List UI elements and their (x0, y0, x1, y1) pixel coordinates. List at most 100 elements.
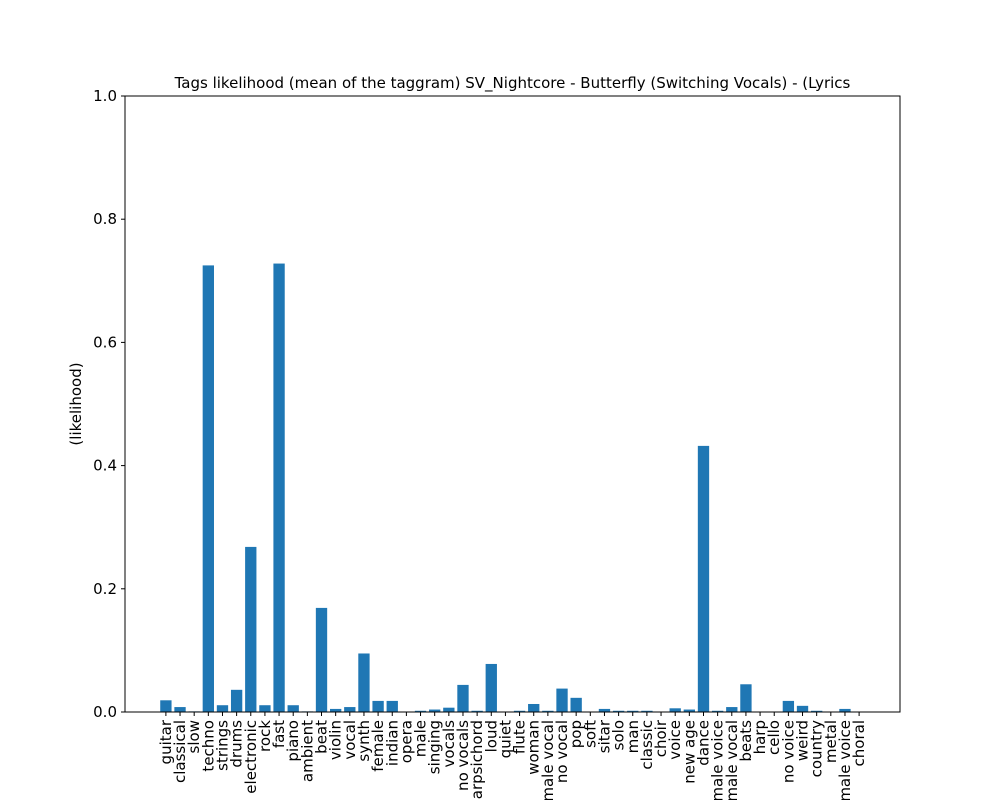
x-tick-label: fast (270, 720, 288, 748)
x-tick-label: indian (383, 720, 401, 766)
bar (386, 700, 398, 712)
x-tick-label: slow (185, 720, 203, 753)
bar (259, 705, 271, 712)
y-axis: 0.0 0.2 0.4 0.6 0.8 1.0 (93, 87, 125, 721)
bar (711, 710, 724, 712)
x-tick-label: rock (256, 720, 274, 752)
bar (839, 708, 851, 712)
x-tick-label: piano (284, 720, 302, 762)
x-tick-label: vocal (341, 720, 359, 760)
x-tick-label: harp (751, 720, 769, 754)
bar (542, 710, 554, 712)
bar (216, 705, 229, 712)
bar (273, 263, 285, 712)
bar (372, 700, 384, 712)
y-axis-label: (likelihood) (67, 362, 85, 445)
bar (513, 710, 526, 712)
x-tick-label: singing (426, 720, 444, 774)
bar (330, 708, 342, 712)
x-tick-label: female voice (836, 720, 854, 800)
bar (556, 688, 568, 712)
x-tick-label: soft (581, 720, 599, 748)
y-tick-label: 0.2 (93, 580, 117, 598)
x-tick-label: man (624, 720, 642, 753)
x-tick-label: no vocals (454, 720, 472, 791)
bar (457, 684, 469, 712)
x-tick-label: choral (850, 720, 868, 766)
y-tick-label: 1.0 (93, 87, 117, 105)
bar (230, 689, 243, 712)
bar (471, 710, 483, 712)
plot-frame (124, 95, 901, 713)
x-tick-label: guitar (157, 719, 175, 764)
bar (641, 710, 653, 712)
x-tick-label: opera (397, 720, 415, 763)
x-tick-label: quiet (496, 720, 514, 758)
x-tick-label: beat (313, 720, 331, 754)
bar (429, 709, 441, 712)
x-tick-label: country (808, 720, 826, 777)
x-axis: guitarclassicalslowtechnostringsdrumsele… (157, 712, 868, 800)
bar (528, 703, 540, 712)
x-tick-label: male vocal (539, 720, 557, 800)
bar (443, 707, 455, 712)
x-tick-label: woman (525, 720, 543, 775)
x-tick-label: solo (610, 720, 628, 750)
x-tick-label: classical (171, 720, 189, 783)
bar (245, 546, 257, 712)
x-tick-label: no voice (779, 720, 797, 783)
bars-group (160, 263, 851, 712)
x-tick-label: loud (482, 720, 500, 752)
bar (740, 684, 752, 712)
x-tick-label: techno (199, 720, 217, 772)
x-tick-label: voice (666, 720, 684, 760)
x-tick-label: electronic (242, 720, 260, 794)
x-tick-label: synth (355, 720, 373, 762)
x-tick-label: flute (511, 720, 529, 754)
x-tick-label: no vocal (553, 720, 571, 783)
bar (344, 707, 356, 712)
chart-title: Tags likelihood (mean of the taggram) SV… (174, 74, 851, 93)
x-tick-label: classic (638, 720, 656, 770)
bar (202, 265, 214, 712)
y-tick-label: 0.4 (93, 457, 117, 475)
bar (160, 700, 172, 712)
bar (287, 705, 299, 712)
bar (485, 663, 497, 712)
x-tick-label: female vocal (723, 720, 741, 800)
x-tick-label: ambient (298, 720, 316, 782)
bar (598, 708, 611, 712)
x-tick-label: male (412, 720, 430, 757)
x-tick-label: drums (228, 720, 246, 768)
bar (811, 710, 823, 712)
bar (627, 710, 639, 712)
bar (358, 653, 370, 712)
y-tick-label: 0.0 (93, 703, 117, 721)
x-tick-label: cello (765, 720, 783, 755)
bar (315, 607, 328, 712)
bar (570, 697, 582, 712)
bar (174, 707, 186, 712)
y-tick-label: 0.6 (93, 333, 117, 351)
x-tick-label: dance (694, 720, 712, 766)
x-tick-label: violin (327, 720, 345, 760)
x-tick-label: harpsichord (468, 720, 486, 800)
y-tick-label: 0.8 (93, 210, 117, 228)
x-tick-label: pop (567, 720, 585, 748)
bar (796, 705, 809, 712)
x-tick-label: new age (680, 720, 698, 784)
bar (726, 707, 738, 712)
x-tick-label: strings (213, 720, 231, 771)
x-tick-label: weird (794, 720, 812, 761)
x-tick-label: metal (822, 720, 840, 763)
bar (683, 709, 695, 712)
x-tick-label: choir (652, 719, 670, 757)
x-tick-label: vocals (440, 720, 458, 768)
bar (669, 708, 681, 712)
x-tick-label: male voice (709, 720, 727, 800)
x-tick-label: female (369, 720, 387, 772)
bar (612, 710, 625, 712)
bar (697, 445, 710, 712)
bar (414, 710, 427, 712)
